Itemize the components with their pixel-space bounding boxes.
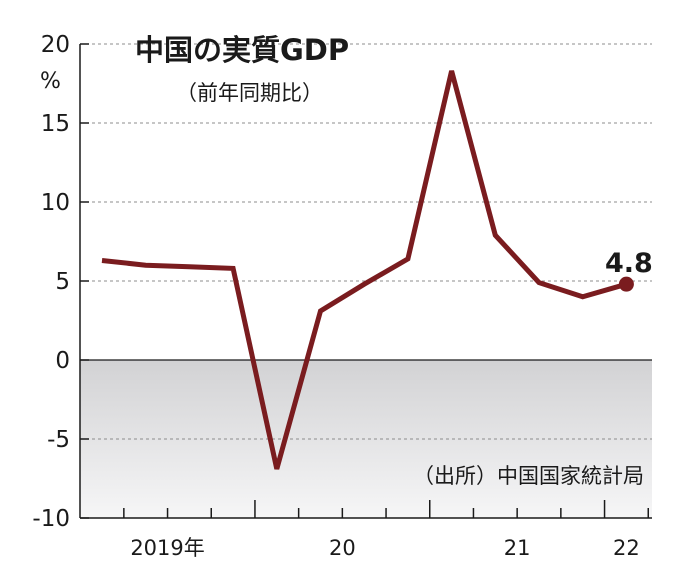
- x-tick-label: 21: [504, 536, 531, 560]
- last-value-label: 4.8: [605, 248, 653, 279]
- y-tick-label: 5: [55, 269, 70, 295]
- y-tick-label: -5: [47, 427, 70, 453]
- chart-title: 中国の実質GDP: [135, 33, 349, 67]
- x-tick-label: 20: [329, 536, 356, 560]
- source-note: （出所）中国国家統計局: [413, 464, 644, 488]
- y-tick-label: -10: [32, 506, 70, 532]
- y-tick-label: 0: [55, 348, 70, 374]
- x-tick-label: 22: [613, 536, 640, 560]
- y-axis-unit: %: [40, 69, 61, 94]
- chart-subtitle: （前年同期比）: [176, 81, 323, 105]
- y-tick-label: 20: [41, 32, 70, 58]
- y-tick-label: 15: [41, 111, 70, 137]
- last-data-point: [618, 276, 634, 292]
- y-tick-label: 10: [41, 190, 70, 216]
- series-line: [101, 70, 628, 470]
- x-tick-label: 2019年: [130, 536, 204, 560]
